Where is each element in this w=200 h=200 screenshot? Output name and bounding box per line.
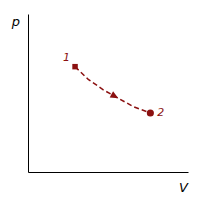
y-axis-line bbox=[28, 15, 29, 173]
x-axis-title: V bbox=[179, 180, 189, 195]
chart: 12pV bbox=[0, 0, 200, 200]
y-axis bbox=[28, 15, 29, 173]
point-label: 1 bbox=[63, 51, 70, 64]
point-labels: 12 bbox=[63, 51, 164, 119]
state-point bbox=[147, 109, 154, 116]
y-axis-title: p bbox=[11, 14, 20, 29]
plot: 12pV bbox=[11, 14, 189, 195]
direction-arrow bbox=[110, 91, 120, 101]
curve bbox=[75, 67, 150, 113]
state-point bbox=[72, 64, 77, 69]
x-axis-line bbox=[29, 172, 189, 173]
point-label: 2 bbox=[157, 106, 164, 119]
x-axis bbox=[29, 172, 189, 173]
marks bbox=[72, 64, 154, 117]
